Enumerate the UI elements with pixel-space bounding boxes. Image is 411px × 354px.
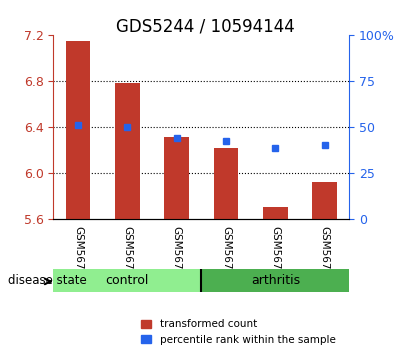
Text: GSM567077: GSM567077: [221, 226, 231, 290]
Text: arthritis: arthritis: [251, 274, 300, 287]
Bar: [53, 269, 201, 292]
Bar: [164, 137, 189, 219]
Text: GSM567079: GSM567079: [320, 226, 330, 290]
Bar: [214, 148, 238, 219]
Text: GSM567071: GSM567071: [73, 226, 83, 290]
Legend: transformed count, percentile rank within the sample: transformed count, percentile rank withi…: [137, 315, 340, 349]
Bar: [66, 41, 90, 219]
Text: control: control: [106, 274, 149, 287]
Bar: [263, 207, 288, 219]
Text: GDS5244 / 10594144: GDS5244 / 10594144: [116, 18, 295, 36]
Bar: [201, 269, 349, 292]
Text: GSM567072: GSM567072: [122, 226, 132, 290]
Bar: [312, 182, 337, 219]
Text: GSM567078: GSM567078: [270, 226, 280, 290]
Text: disease state: disease state: [8, 274, 87, 287]
Bar: [115, 82, 140, 219]
Text: GSM567073: GSM567073: [172, 226, 182, 290]
